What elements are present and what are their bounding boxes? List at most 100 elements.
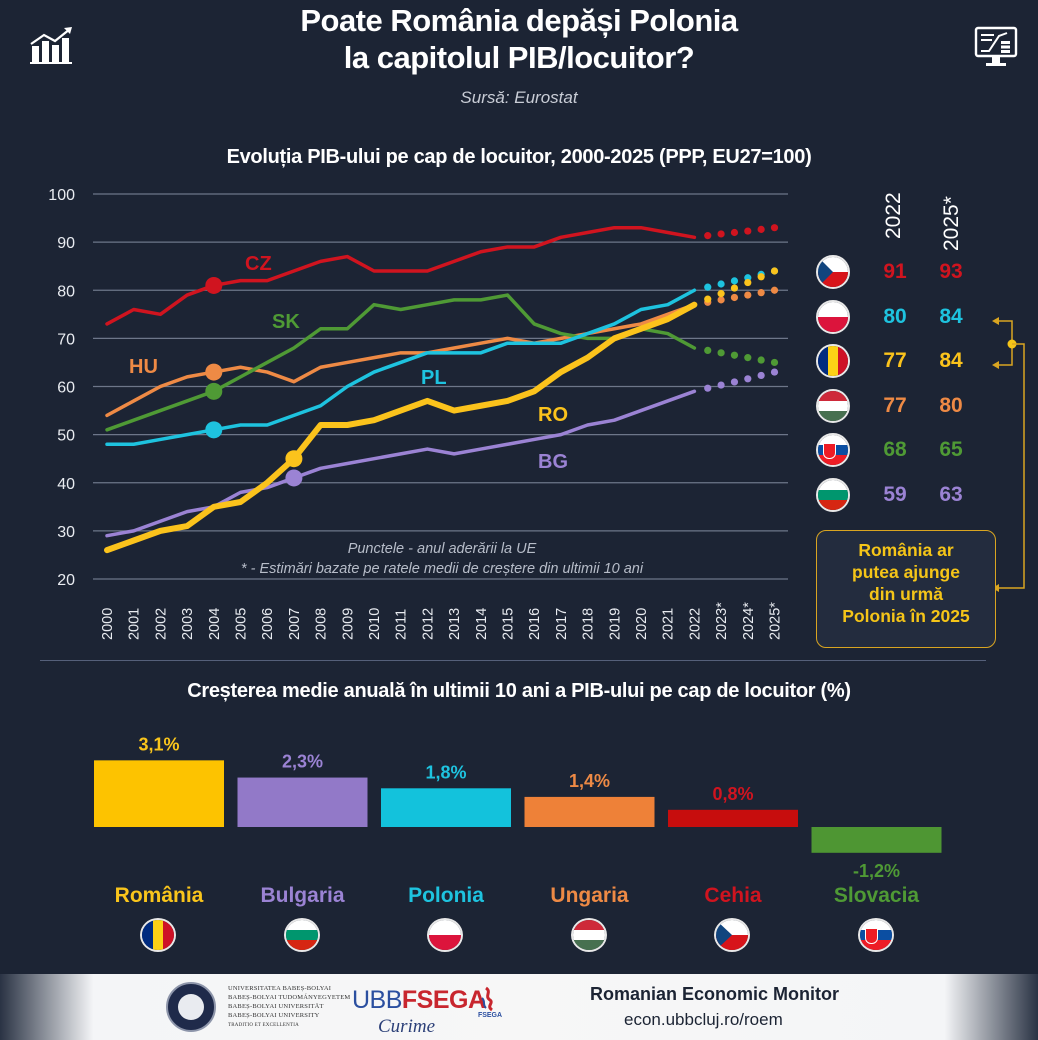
- flag-ro-icon: [816, 344, 850, 378]
- flag-sk-icon: [816, 433, 850, 467]
- series-pl: [105, 267, 779, 446]
- projection-dot: [757, 225, 765, 233]
- table-row: 59 63: [812, 477, 992, 514]
- flag-bg-icon: [816, 477, 850, 512]
- projection-dot: [757, 356, 765, 364]
- projection-dot: [704, 232, 712, 240]
- accession-marker-sk: [205, 382, 223, 400]
- country-name-pl: Polonia: [408, 884, 484, 907]
- x-tick-label: 2015: [501, 608, 517, 640]
- line-chart: 100 90 80 70 60 50 40 30 20 2000 2001 2002 2003 2004…: [48, 187, 788, 640]
- y-axis-ticks: 100 90 80 70 60 50 40 30 20: [48, 187, 75, 589]
- bar-cz: [668, 809, 798, 827]
- chart-notes: Punctele - anul aderării la UE * - Estim…: [241, 541, 644, 577]
- projection-dot: [744, 291, 752, 299]
- country-name-bg: Bulgaria: [260, 884, 345, 907]
- projection-dot: [757, 289, 765, 297]
- value-2025: 63: [939, 482, 963, 506]
- bar-chart-title: Creșterea medie anuală în ultimii 10 ani…: [187, 680, 851, 702]
- country-name-ro: România: [114, 884, 204, 907]
- bars: 3,1% 2,3% 1,8% 1,4% 0,8% -1,2%: [94, 734, 942, 881]
- projection-dot: [744, 278, 752, 287]
- projection-dot: [717, 230, 725, 238]
- projection-dot: [744, 354, 752, 362]
- fsega-logo: UBBFSEGA: [352, 986, 486, 1015]
- series-labels: CZ SK HU PL RO BG: [129, 253, 568, 473]
- bar-chart-growth-icon: [28, 26, 76, 71]
- bar-value-label: -1,2%: [853, 861, 900, 881]
- x-tick-label: 2002: [153, 608, 169, 640]
- page-title: Poate România depăși Polonia la capitolu…: [0, 2, 1038, 76]
- x-tick-label: 2025*: [768, 602, 784, 640]
- x-tick-label: 2019: [607, 608, 623, 640]
- bar-chart: 3,1% 2,3% 1,8% 1,4% 0,8% -1,2%: [94, 734, 942, 881]
- brand-name: Romanian Economic Monitor: [590, 984, 840, 1004]
- callout-box: România ar putea ajunge din urmă Polonia…: [816, 530, 996, 648]
- table-row: 80 84: [812, 299, 992, 336]
- projection-dot: [717, 296, 725, 304]
- projection-dot: [704, 346, 712, 355]
- x-tick-label: 2023*: [714, 602, 730, 640]
- flag-ro-icon: [140, 918, 176, 952]
- x-tick-label: 2016: [527, 608, 543, 640]
- table-header-2025: 2025*: [940, 196, 963, 251]
- y-tick-label: 80: [57, 283, 75, 300]
- flag-cz-icon: [714, 918, 750, 952]
- accession-marker-pl: [205, 421, 223, 439]
- series-label-cz: CZ: [245, 253, 272, 275]
- table-row: 91 93: [812, 255, 992, 291]
- series-sk: [105, 293, 779, 432]
- y-tick-label: 50: [57, 428, 75, 445]
- country-name-hu: Ungaria: [550, 884, 629, 907]
- projection-dot: [730, 351, 739, 359]
- value-2025: 65: [939, 438, 963, 461]
- line-chart-title: Evoluția PIB-ului pe cap de locuitor, 20…: [226, 146, 812, 168]
- series-label-sk: SK: [272, 311, 300, 333]
- value-2022: 80: [883, 304, 907, 328]
- university-name-line: BABEȘ-BOLYAI UNIVERSITY: [228, 1012, 320, 1019]
- value-2022: 59: [883, 482, 907, 506]
- series-line-bg: [105, 389, 697, 538]
- series-label-pl: PL: [421, 367, 447, 389]
- x-tick-label: 2008: [314, 608, 330, 640]
- fsega-badge-icon: FSEGA: [478, 986, 502, 1019]
- projection-dot: [704, 283, 712, 291]
- projection-dot: [744, 375, 752, 383]
- x-tick-label: 2009: [340, 608, 356, 640]
- y-tick-label: 20: [57, 572, 75, 589]
- x-tick-label: 2005: [234, 608, 250, 640]
- dean-signature: Curime: [378, 1016, 435, 1037]
- value-2022: 77: [883, 349, 907, 372]
- bar-sk: [811, 827, 942, 853]
- callout-line: putea ajunge: [852, 562, 960, 582]
- arrow-to-romania-icon: [992, 361, 999, 369]
- projection-dot: [770, 224, 779, 232]
- title-line-2: la capitolul PIB/locuitor?: [343, 40, 695, 75]
- university-name-line: BABEȘ-BOLYAI TUDOMÁNYEGYETEM: [228, 994, 351, 1001]
- series-bg: [105, 368, 779, 538]
- flag-pl-icon: [427, 918, 463, 952]
- value-2022: 68: [883, 438, 907, 461]
- series-line-pl: [105, 288, 697, 446]
- flag-hu-icon: [816, 388, 850, 423]
- x-axis-ticks: 2000 2001 2002 2003 2004 2005 2006 2007 2008 2009…: [100, 602, 784, 640]
- x-tick-label: 2000: [100, 608, 116, 640]
- svg-text:FSEGA: FSEGA: [478, 1012, 502, 1019]
- brand-url[interactable]: econ.ubbcluj.ro/roem: [624, 1010, 783, 1029]
- series-line-ro: [104, 301, 698, 554]
- value-2022: 77: [883, 393, 907, 417]
- x-tick-label: 2012: [420, 608, 436, 640]
- bar-value-label: 3,1%: [138, 734, 179, 754]
- callout-line: din urmă: [869, 584, 943, 604]
- x-tick-label: 2001: [127, 608, 143, 640]
- table-row: 77 80: [812, 388, 992, 425]
- bar-value-label: 1,4%: [569, 771, 610, 791]
- x-tick-label: 2018: [581, 608, 597, 640]
- bar-bg: [237, 777, 368, 827]
- projection-dot: [770, 358, 779, 367]
- y-tick-label: 40: [57, 476, 75, 493]
- monitor-report-icon: [972, 24, 1020, 75]
- projection-dot: [757, 371, 765, 380]
- bar-value-label: 0,8%: [712, 784, 753, 804]
- projection-dot: [730, 228, 739, 237]
